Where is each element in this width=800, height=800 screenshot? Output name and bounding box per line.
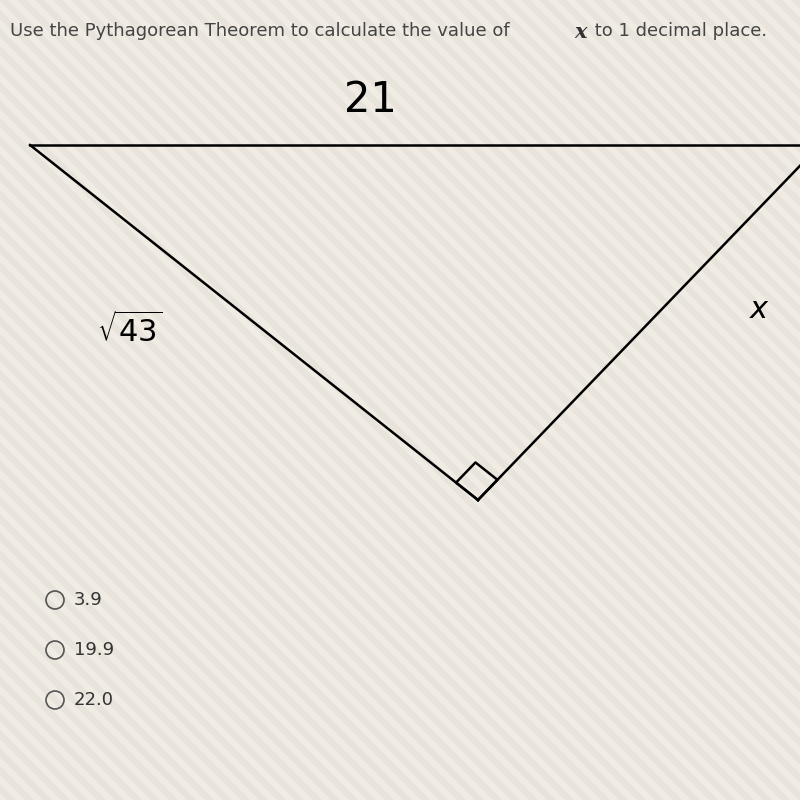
Text: $x$: $x$	[750, 294, 770, 326]
Text: 22.0: 22.0	[74, 691, 114, 709]
Text: $\sqrt{43}$: $\sqrt{43}$	[97, 312, 163, 348]
Text: 19.9: 19.9	[74, 641, 114, 659]
Text: 21: 21	[343, 79, 397, 121]
Text: x: x	[574, 22, 586, 42]
Text: Use the Pythagorean Theorem to calculate the value of: Use the Pythagorean Theorem to calculate…	[10, 22, 515, 40]
Text: to 1 decimal place.: to 1 decimal place.	[589, 22, 767, 40]
Text: 3.9: 3.9	[74, 591, 102, 609]
